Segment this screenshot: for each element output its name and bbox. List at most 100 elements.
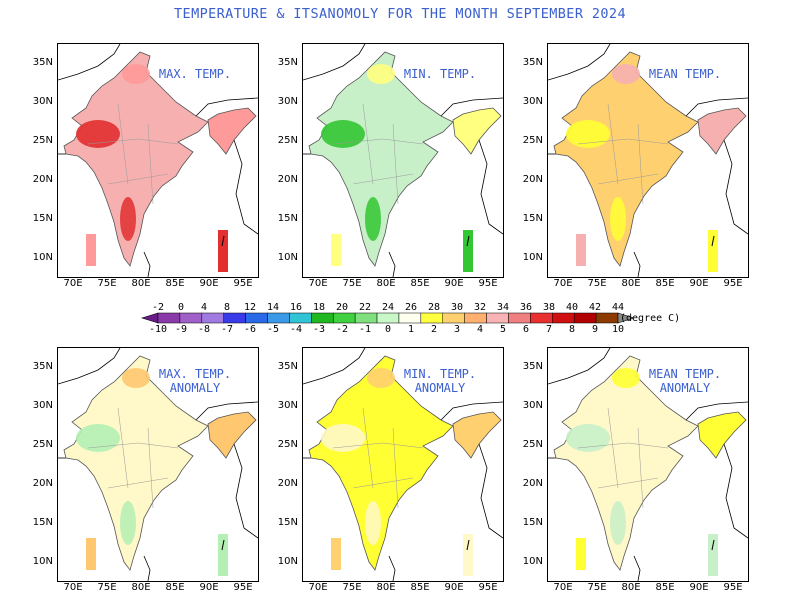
panel-label: MIN. TEMP. [403,67,477,81]
y-tick-label: 15N [32,213,53,224]
border-line [478,139,503,235]
state-boundaries [332,407,424,509]
y-tick-label: 35N [277,361,298,372]
y-tick-label: 30N [522,400,543,411]
page-title: TEMPERATURE & ITSANOMOLY FOR THE MONTH S… [174,6,626,22]
state-boundaries [87,407,179,509]
x-tick-label: 95E [723,278,743,289]
x-tick-label: 80E [621,278,641,289]
border-line [685,97,748,117]
field-patch [367,64,395,84]
y-tick-label: 25N [277,439,298,450]
colorbar-bottom-label: -5 [266,324,280,335]
colorbar-max-arrow [617,312,636,324]
colorbar-top-label: 28 [427,302,441,313]
andaman-islands [221,235,225,247]
y-tick-label: 30N [522,96,543,107]
field-patch [365,197,381,241]
y-tick-label: 20N [522,174,543,185]
india-map [303,348,503,581]
y-tick-label: 35N [32,57,53,68]
y-tick-label: 15N [277,517,298,528]
colorbar-swatch [464,312,487,324]
y-tick-label: 25N [277,135,298,146]
colorbar-min-arrow [140,312,159,324]
colorbar-top-label: 12 [243,302,257,313]
field-patch [76,424,120,452]
colorbar-top-label: 4 [200,302,208,313]
northeast-region [697,411,747,459]
colorbar-top-label: 42 [588,302,602,313]
x-tick-label: 80E [131,582,151,593]
x-tick-label: 80E [621,582,641,593]
northeast-region [452,411,502,459]
colorbar-bottom-label: 4 [476,324,484,335]
state-boundaries [87,103,179,205]
x-tick-label: 70E [308,278,328,289]
y-tick-label: 10N [522,556,543,567]
colorbar-top-label: 32 [473,302,487,313]
india-map [548,44,748,277]
y-tick-label: 20N [32,174,53,185]
colorbar-bottom-label: 1 [407,324,415,335]
colorbar-swatch [486,312,509,324]
andaman-box [708,534,718,576]
map-frame [302,43,504,278]
colorbar-bottom-label: 8 [568,324,576,335]
border-line [388,251,396,277]
colorbar-bottom-label: -6 [243,324,257,335]
y-tick-label: 25N [522,439,543,450]
andaman-islands [711,235,715,247]
border-line [685,401,748,421]
northeast-region [697,107,747,155]
lakshadweep-box [331,538,341,570]
map-frame [57,347,259,582]
northeast-region [207,411,257,459]
x-tick-label: 70E [63,278,83,289]
panel-label: MEAN TEMP. [648,67,722,81]
colorbar-top-label: 36 [519,302,533,313]
x-tick-label: 90E [444,278,464,289]
x-tick-label: 85E [165,582,185,593]
colorbar-bottom-label: -8 [197,324,211,335]
northeast-region [207,107,257,155]
x-tick-label: 95E [723,582,743,593]
colorbar-swatch [289,312,312,324]
colorbar-swatch [267,312,290,324]
x-tick-label: 90E [444,582,464,593]
x-tick-label: 85E [410,278,430,289]
x-tick-label: 70E [553,278,573,289]
colorbar-swatch [157,312,181,324]
field-patch [612,368,640,388]
x-tick-label: 80E [376,582,396,593]
colorbar [140,312,636,324]
x-tick-label: 70E [63,582,83,593]
andaman-box [218,534,228,576]
y-tick-label: 30N [32,96,53,107]
y-tick-label: 20N [32,478,53,489]
colorbar-bottom-label: -2 [335,324,349,335]
y-tick-label: 30N [277,400,298,411]
field-patch [566,424,610,452]
x-tick-label: 75E [587,278,607,289]
field-patch [321,424,365,452]
field-patch [610,501,626,545]
colorbar-bottom-label: 6 [522,324,530,335]
x-tick-label: 90E [199,582,219,593]
colorbar-bottom-label: -3 [312,324,326,335]
x-tick-label: 95E [478,582,498,593]
india-region [308,51,454,267]
andaman-box [708,230,718,272]
colorbar-bottom-label: 5 [499,324,507,335]
border-line [633,555,641,581]
colorbar-top-label: -2 [151,302,165,313]
y-tick-label: 15N [522,517,543,528]
state-boundaries [332,103,424,205]
border-line [478,443,503,539]
colorbar-swatch [573,312,597,324]
colorbar-swatch [420,312,444,324]
field-patch [76,120,120,148]
border-line [195,97,258,117]
colorbar-top-label: 14 [266,302,280,313]
border-line [195,401,258,421]
